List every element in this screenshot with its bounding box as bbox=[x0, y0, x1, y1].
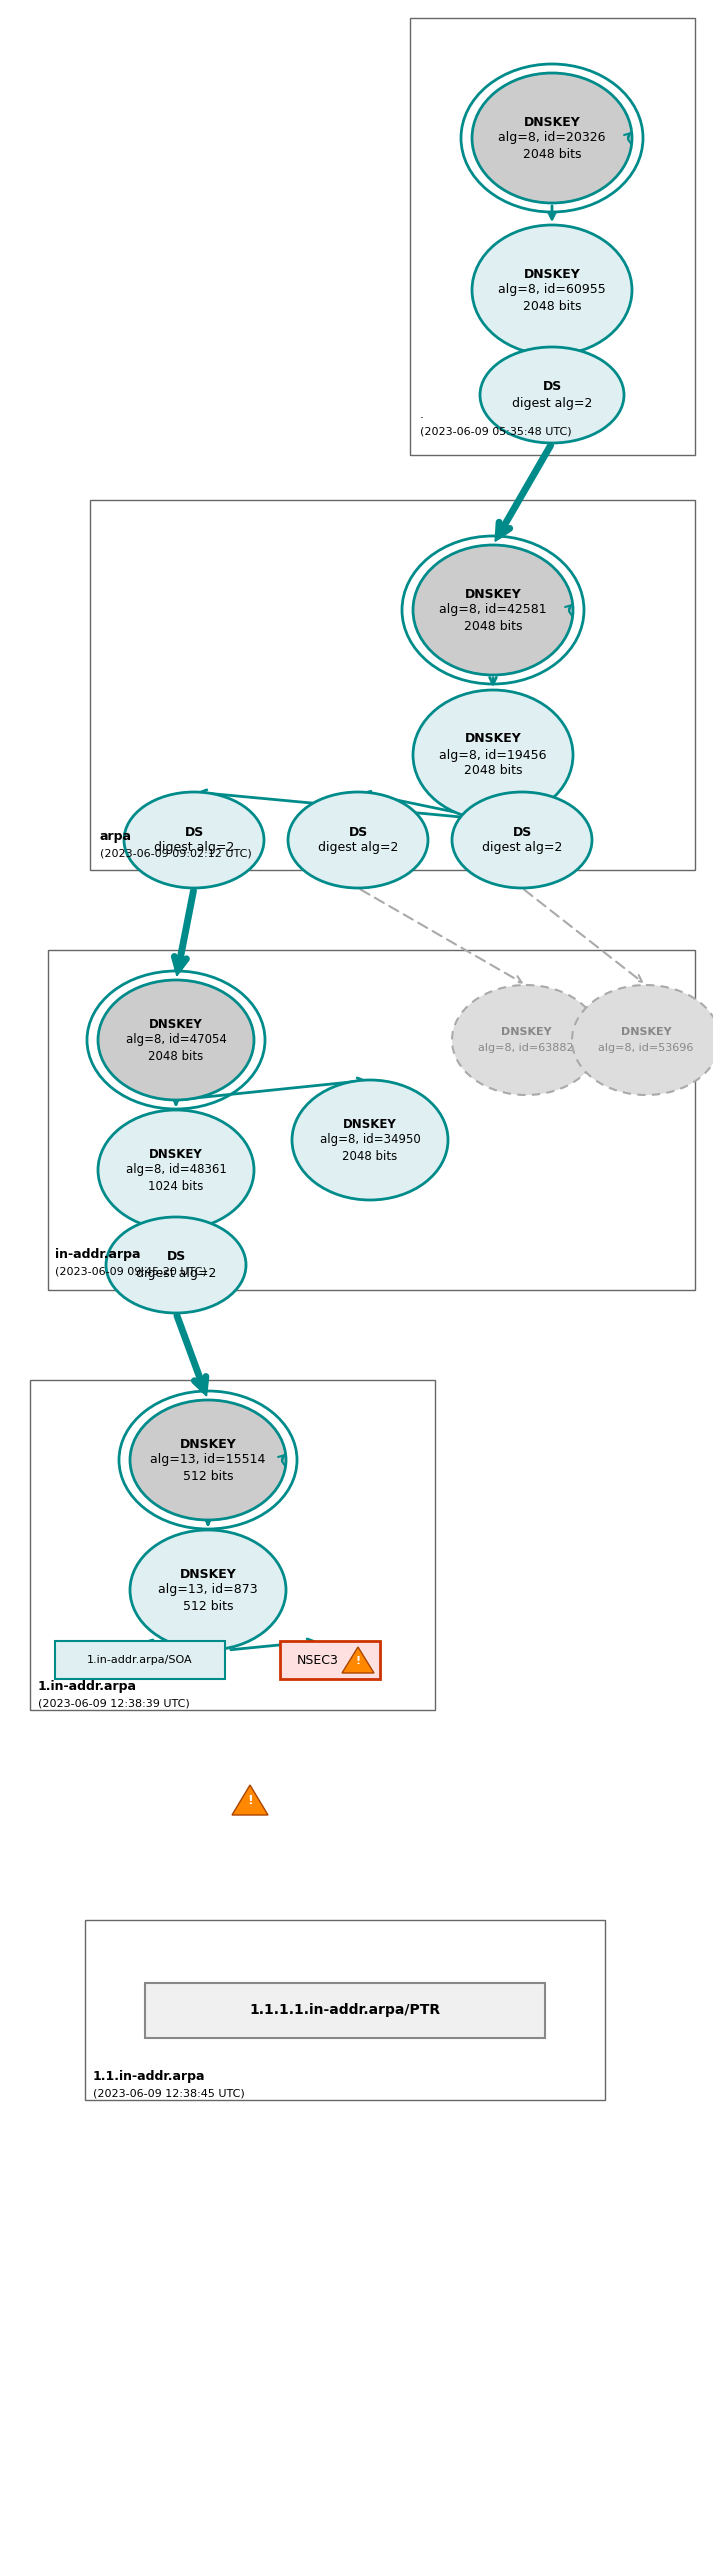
Text: 2048 bits: 2048 bits bbox=[463, 620, 522, 632]
Text: alg=13, id=15514: alg=13, id=15514 bbox=[150, 1453, 266, 1465]
Text: 1.1.1.1.in-addr.arpa/PTR: 1.1.1.1.in-addr.arpa/PTR bbox=[250, 2003, 441, 2018]
Text: DNSKEY: DNSKEY bbox=[465, 589, 521, 602]
Text: .: . bbox=[420, 409, 424, 422]
Text: DNSKEY: DNSKEY bbox=[523, 116, 580, 129]
Text: in-addr.arpa: in-addr.arpa bbox=[55, 1247, 140, 1260]
Text: alg=8, id=19456: alg=8, id=19456 bbox=[439, 748, 547, 761]
Bar bbox=[30, 1381, 435, 1710]
Text: DS: DS bbox=[349, 825, 368, 838]
Text: alg=8, id=63882: alg=8, id=63882 bbox=[478, 1044, 574, 1054]
Text: 1.in-addr.arpa: 1.in-addr.arpa bbox=[38, 1679, 137, 1692]
Bar bbox=[145, 1982, 545, 2039]
Text: digest alg=2: digest alg=2 bbox=[482, 841, 562, 854]
Text: (2023-06-09 12:38:39 UTC): (2023-06-09 12:38:39 UTC) bbox=[38, 1697, 190, 1707]
Text: alg=8, id=47054: alg=8, id=47054 bbox=[125, 1034, 227, 1046]
Ellipse shape bbox=[472, 72, 632, 203]
Text: DNSKEY: DNSKEY bbox=[180, 1437, 237, 1450]
Bar bbox=[280, 1640, 380, 1679]
Text: (2023-06-09 09:45:20 UTC): (2023-06-09 09:45:20 UTC) bbox=[55, 1265, 207, 1275]
Bar bbox=[90, 499, 695, 869]
Text: alg=8, id=20326: alg=8, id=20326 bbox=[498, 131, 606, 144]
Text: NSEC3: NSEC3 bbox=[297, 1653, 339, 1666]
Ellipse shape bbox=[106, 1216, 246, 1314]
Text: alg=8, id=42581: alg=8, id=42581 bbox=[439, 604, 547, 617]
Text: DNSKEY: DNSKEY bbox=[465, 733, 521, 746]
Text: alg=8, id=53696: alg=8, id=53696 bbox=[598, 1044, 694, 1054]
Text: DNSKEY: DNSKEY bbox=[621, 1026, 672, 1036]
Ellipse shape bbox=[98, 1111, 254, 1229]
Text: 2048 bits: 2048 bits bbox=[463, 764, 522, 776]
Text: DNSKEY: DNSKEY bbox=[523, 267, 580, 280]
Text: !: ! bbox=[247, 1795, 253, 1807]
Text: DS: DS bbox=[166, 1250, 185, 1262]
Polygon shape bbox=[232, 1784, 268, 1815]
Text: alg=8, id=48361: alg=8, id=48361 bbox=[125, 1165, 227, 1178]
Ellipse shape bbox=[480, 347, 624, 442]
Bar bbox=[48, 951, 695, 1291]
Ellipse shape bbox=[130, 1530, 286, 1651]
Text: digest alg=2: digest alg=2 bbox=[512, 396, 593, 409]
Text: DNSKEY: DNSKEY bbox=[149, 1018, 203, 1031]
Text: 2048 bits: 2048 bits bbox=[148, 1049, 204, 1062]
Text: digest alg=2: digest alg=2 bbox=[154, 841, 234, 854]
Ellipse shape bbox=[130, 1401, 286, 1519]
Ellipse shape bbox=[452, 792, 592, 887]
Text: DNSKEY: DNSKEY bbox=[501, 1026, 551, 1036]
Text: 2048 bits: 2048 bits bbox=[523, 298, 581, 314]
Ellipse shape bbox=[572, 985, 713, 1095]
Text: DNSKEY: DNSKEY bbox=[180, 1568, 237, 1581]
Text: DS: DS bbox=[543, 381, 562, 393]
Text: (2023-06-09 05:35:48 UTC): (2023-06-09 05:35:48 UTC) bbox=[420, 427, 572, 437]
Bar bbox=[85, 1921, 605, 2101]
Ellipse shape bbox=[292, 1080, 448, 1201]
Text: arpa: arpa bbox=[100, 830, 132, 843]
Ellipse shape bbox=[452, 985, 600, 1095]
Text: digest alg=2: digest alg=2 bbox=[318, 841, 398, 854]
Text: 2048 bits: 2048 bits bbox=[523, 147, 581, 159]
Text: DS: DS bbox=[513, 825, 532, 838]
Text: 1.1.in-addr.arpa: 1.1.in-addr.arpa bbox=[93, 2070, 205, 2083]
Ellipse shape bbox=[413, 545, 573, 676]
Text: alg=13, id=873: alg=13, id=873 bbox=[158, 1584, 258, 1597]
Text: (2023-06-09 09:02:12 UTC): (2023-06-09 09:02:12 UTC) bbox=[100, 848, 252, 859]
Polygon shape bbox=[342, 1648, 374, 1674]
Text: 512 bits: 512 bits bbox=[183, 1471, 233, 1483]
Text: digest alg=2: digest alg=2 bbox=[135, 1268, 216, 1280]
Text: !: ! bbox=[356, 1656, 361, 1666]
Bar bbox=[410, 18, 695, 455]
Text: 512 bits: 512 bits bbox=[183, 1599, 233, 1612]
Text: DS: DS bbox=[185, 825, 204, 838]
Ellipse shape bbox=[472, 226, 632, 355]
Text: DNSKEY: DNSKEY bbox=[149, 1147, 203, 1160]
Text: 1.in-addr.arpa/SOA: 1.in-addr.arpa/SOA bbox=[87, 1656, 193, 1666]
Bar bbox=[55, 1640, 225, 1679]
Text: DNSKEY: DNSKEY bbox=[343, 1118, 397, 1131]
Text: alg=8, id=34950: alg=8, id=34950 bbox=[319, 1134, 421, 1147]
Ellipse shape bbox=[288, 792, 428, 887]
Ellipse shape bbox=[124, 792, 264, 887]
Ellipse shape bbox=[413, 689, 573, 820]
Text: 2048 bits: 2048 bits bbox=[342, 1149, 398, 1162]
Ellipse shape bbox=[98, 980, 254, 1100]
Text: (2023-06-09 12:38:45 UTC): (2023-06-09 12:38:45 UTC) bbox=[93, 2088, 245, 2098]
Text: 1024 bits: 1024 bits bbox=[148, 1180, 204, 1193]
Text: alg=8, id=60955: alg=8, id=60955 bbox=[498, 283, 606, 296]
